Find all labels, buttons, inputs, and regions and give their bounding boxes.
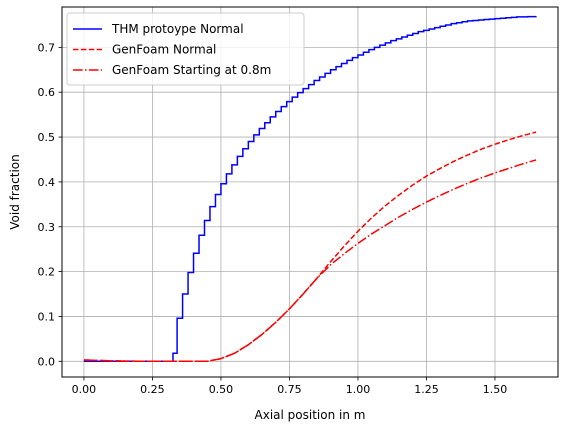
- plot-frame: [61, 6, 559, 378]
- series-line-1: [83, 15, 537, 363]
- y-tick-label: 0.4: [38, 176, 56, 189]
- x-tick-label: 1.50: [483, 383, 508, 396]
- series-layer: [83, 15, 537, 363]
- y-tick-label: 0.5: [38, 131, 56, 144]
- x-tick-label: 1.00: [346, 383, 371, 396]
- x-tick-label: 0.50: [209, 383, 234, 396]
- legend-label-2: GenFoam Normal: [112, 43, 216, 57]
- series-line-2: [83, 131, 537, 363]
- y-tick-label: 0.3: [38, 221, 56, 234]
- x-tick-label: 0.00: [72, 383, 97, 396]
- y-tick-label: 0.1: [38, 310, 56, 323]
- series-line-3: [83, 159, 537, 363]
- y-tick-label: 0.7: [38, 41, 56, 54]
- y-axis-label: Void fraction: [8, 154, 22, 229]
- legend-label-3: GenFoam Starting at 0.8m: [112, 63, 271, 77]
- x-axis-ticks: 0.00 0.25 0.50 0.75 1.00 1.25 1.50: [72, 377, 508, 396]
- legend-label-1: THM protoype Normal: [111, 22, 244, 36]
- y-tick-label: 0.2: [38, 266, 56, 279]
- x-tick-label: 0.25: [140, 383, 165, 396]
- y-axis-ticks: 0.0 0.1 0.2 0.3 0.4 0.5 0.6 0.7: [38, 41, 62, 368]
- x-tick-label: 1.25: [414, 383, 439, 396]
- x-tick-label: 0.75: [277, 383, 302, 396]
- legend-box: [66, 12, 305, 86]
- x-axis-label: Axial position in m: [255, 408, 366, 422]
- y-tick-label: 0.6: [38, 86, 56, 99]
- y-tick-label: 0.0: [38, 355, 56, 368]
- legend: THM protoype Normal GenFoam Normal GenFoam…: [66, 12, 305, 86]
